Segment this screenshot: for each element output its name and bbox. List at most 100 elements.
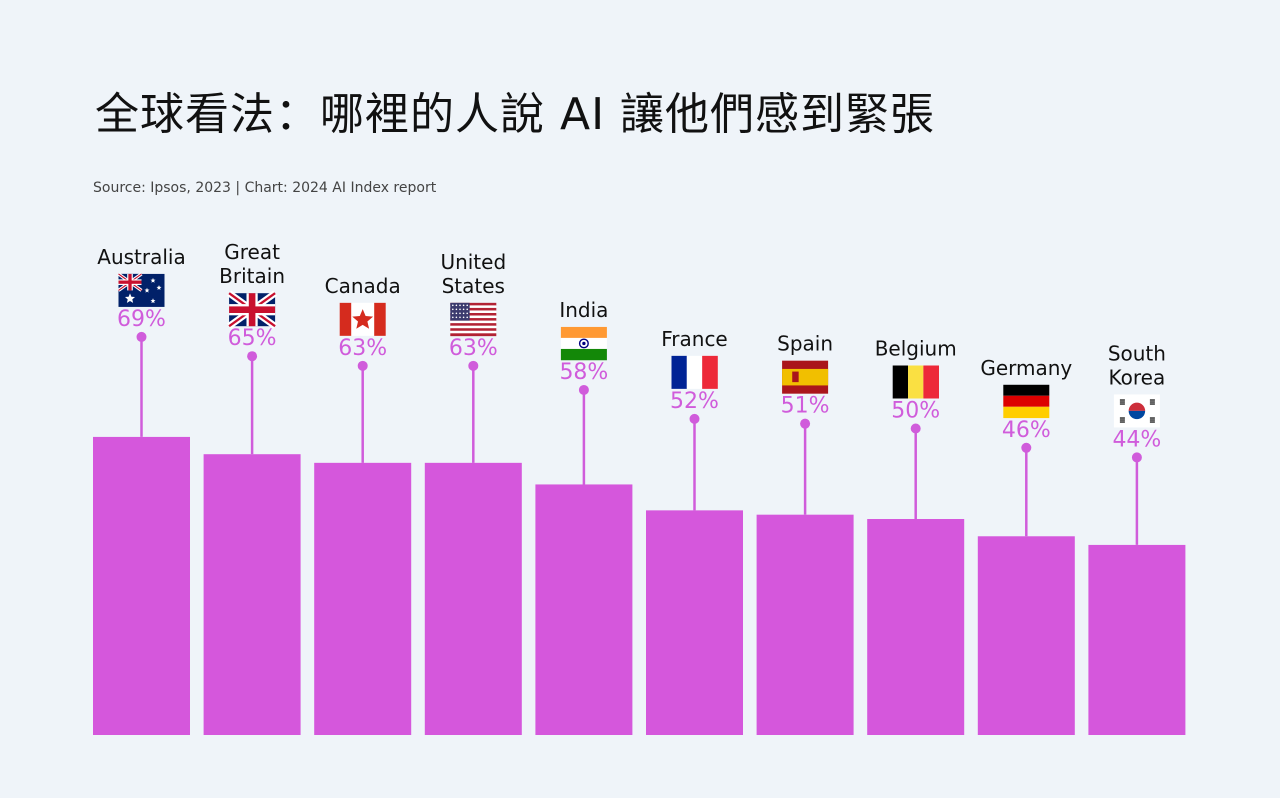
value-dot <box>1021 442 1032 453</box>
france-flag-icon <box>671 355 718 389</box>
flag-part <box>686 355 703 389</box>
value-label: 52% <box>670 389 719 414</box>
value-label: 69% <box>117 307 166 332</box>
australia-flag-icon <box>117 272 165 307</box>
bar-canada <box>314 462 412 735</box>
flag-star <box>466 304 469 307</box>
flag-emblem <box>792 371 799 383</box>
value-label: 51% <box>781 394 830 419</box>
flag-trigram <box>1119 419 1125 421</box>
value-dot <box>689 413 700 424</box>
great-britain-flag-icon <box>227 290 278 329</box>
flag-part <box>908 365 924 399</box>
flag-part <box>450 312 497 316</box>
belgium-flag-icon <box>892 365 939 399</box>
flag-part <box>229 306 276 313</box>
flag-star <box>459 312 461 315</box>
value-label: 58% <box>559 360 608 385</box>
value-dot <box>468 360 479 371</box>
flag-part <box>1003 395 1050 407</box>
value-label: 46% <box>1002 418 1051 443</box>
bar-australia <box>93 436 190 735</box>
country-label: Spain <box>777 332 833 356</box>
country-label: Great <box>224 240 280 264</box>
flag-trigram <box>1149 401 1155 403</box>
value-dot <box>910 423 921 434</box>
flag-part <box>118 280 142 284</box>
spain-flag-icon <box>782 360 829 394</box>
flag-part <box>450 315 497 319</box>
flag-star <box>459 304 461 307</box>
country-label: United <box>440 250 506 274</box>
flag-part <box>923 365 939 399</box>
flag-part <box>339 302 352 336</box>
flag-trigram <box>1119 421 1125 423</box>
flag-taegeuk <box>1128 410 1146 420</box>
value-dot <box>1131 452 1142 463</box>
country-label: Australia <box>97 245 185 269</box>
flag-part <box>450 330 497 334</box>
bar-germany <box>977 536 1075 735</box>
canada-flag-icon <box>339 302 386 336</box>
flag-star <box>466 312 469 315</box>
chart-title: 全球看法：哪裡的人說 AI 讓他們感到緊張 <box>95 89 936 140</box>
south-korea-flag-icon <box>1113 394 1160 428</box>
flag-star <box>462 312 465 315</box>
flag-star <box>462 316 465 319</box>
country-label: Germany <box>980 356 1072 380</box>
country-label: Britain <box>219 264 285 288</box>
value-dot <box>247 351 258 362</box>
value-label: 44% <box>1112 427 1161 452</box>
flag-star <box>452 312 454 315</box>
flag-part <box>1003 384 1050 396</box>
flag-star <box>459 308 461 311</box>
flag-trigram <box>1119 401 1125 403</box>
flag-trigram <box>1149 399 1155 401</box>
flag-part <box>1003 406 1050 419</box>
flag-star <box>125 293 135 303</box>
flag-star <box>459 316 461 319</box>
flag-part <box>374 302 386 336</box>
flag-trigram <box>1149 421 1155 423</box>
flag-trigram <box>1149 403 1155 405</box>
flag-star <box>466 308 469 311</box>
value-label: 65% <box>228 326 277 351</box>
value-dot <box>357 360 368 371</box>
value-dot <box>800 418 811 429</box>
flag-part <box>560 348 607 361</box>
flag-part <box>671 355 687 389</box>
flag-part <box>450 302 497 306</box>
bar-india <box>535 484 633 735</box>
india-flag-icon <box>560 326 607 361</box>
flag-part <box>450 320 497 324</box>
value-label: 63% <box>449 336 498 361</box>
flag-part <box>450 325 497 329</box>
country-label: India <box>559 298 608 322</box>
flag-part <box>450 318 497 321</box>
flag-star <box>352 309 374 329</box>
flag-part <box>450 307 497 311</box>
flag-star <box>455 312 458 315</box>
flag-star <box>452 308 454 311</box>
country-label: South <box>1108 341 1166 365</box>
country-label: Belgium <box>875 337 957 361</box>
flag-star <box>150 298 156 304</box>
flag-part <box>450 333 497 337</box>
flag-part <box>892 365 909 399</box>
flag-part <box>450 302 470 321</box>
value-label: 63% <box>338 336 387 361</box>
flag-part <box>450 328 497 332</box>
bar-spain <box>756 514 854 735</box>
bar-great-britain <box>203 454 301 735</box>
flag-trigram <box>1119 417 1125 419</box>
country-label: Korea <box>1109 365 1166 389</box>
flag-part <box>560 326 607 338</box>
flag-star <box>144 287 150 293</box>
flag-star <box>452 304 454 307</box>
flag-wheel <box>578 338 589 349</box>
flag-star <box>156 285 162 290</box>
flag-star <box>150 277 156 283</box>
flag-trigram <box>1149 419 1155 421</box>
bar-belgium <box>867 519 965 735</box>
